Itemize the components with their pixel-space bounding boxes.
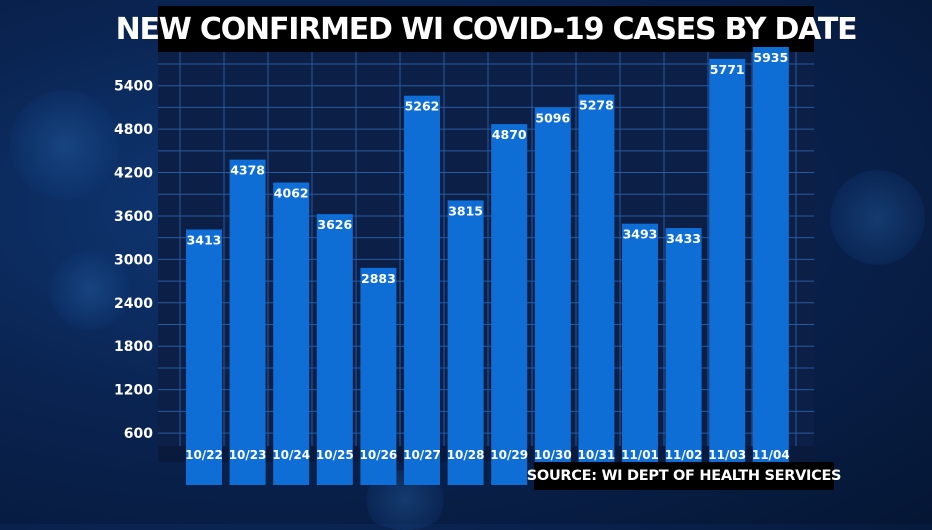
virus-decoration-left xyxy=(10,90,120,200)
bar-value-label: 2883 xyxy=(361,271,396,286)
bar xyxy=(578,94,615,486)
bar xyxy=(316,214,353,486)
bar-value-label: 5096 xyxy=(535,111,570,126)
x-tick-label: 10/31 xyxy=(578,448,616,462)
x-tick-label: 11/01 xyxy=(621,448,659,462)
bar xyxy=(186,229,222,485)
y-tick-label: 3000 xyxy=(114,252,153,268)
bar-value-label: 5935 xyxy=(753,50,788,65)
bar xyxy=(752,46,789,486)
y-tick-label: 3600 xyxy=(114,209,153,225)
bar-value-label: 4378 xyxy=(230,163,265,178)
x-tick-label: 10/23 xyxy=(229,448,267,462)
y-tick-label: 600 xyxy=(124,426,153,442)
bar-value-label: 4870 xyxy=(492,127,527,142)
x-tick-label: 11/02 xyxy=(665,448,703,462)
x-tick-label: 10/28 xyxy=(447,448,485,462)
bar xyxy=(665,228,702,486)
virus-decoration-right xyxy=(830,170,925,265)
virus-decoration-left-lower xyxy=(50,250,130,330)
bars: 3413 4378 4062 3626 2883 5262 3815 4870 5096 5278… xyxy=(186,46,789,486)
bar xyxy=(709,58,746,486)
bar-value-label: 5771 xyxy=(710,62,745,77)
bar-value-label: 3433 xyxy=(666,231,701,246)
x-tick-label: 10/26 xyxy=(360,448,398,462)
y-tick-label: 5400 xyxy=(114,79,153,95)
x-tick-label: 10/27 xyxy=(403,448,441,462)
x-tick-label: 11/03 xyxy=(708,448,746,462)
bar xyxy=(622,223,658,485)
bar-value-label: 5262 xyxy=(405,99,440,114)
bar xyxy=(229,159,266,486)
bar-value-label: 5278 xyxy=(579,98,614,113)
x-tick-label: 10/29 xyxy=(490,448,528,462)
bar-value-label: 3626 xyxy=(317,217,352,232)
bar xyxy=(404,95,440,485)
x-tick-label: 10/24 xyxy=(272,448,310,462)
bar xyxy=(360,267,397,485)
y-tick-label: 1800 xyxy=(114,339,153,355)
x-tick-label: 10/30 xyxy=(534,448,572,462)
x-tick-label: 10/22 xyxy=(185,448,223,462)
bar xyxy=(534,107,571,485)
y-tick-label: 1200 xyxy=(114,383,153,399)
bar-value-label: 3493 xyxy=(623,227,658,242)
bar-value-label: 3413 xyxy=(187,233,222,248)
x-tick-label: 11/04 xyxy=(752,448,790,462)
y-tick-label: 2400 xyxy=(114,296,153,312)
source-caption: SOURCE: WI DEPT OF HEALTH SERVICES xyxy=(527,462,842,490)
x-tick-label: 10/25 xyxy=(316,448,354,462)
x-axis-labels: 10/22 10/23 10/24 10/25 10/26 10/27 10/28 10/29… xyxy=(185,448,790,462)
y-axis-ticks: 600 1200 1800 2400 3000 3600 4200 4800 5400 xyxy=(114,79,153,442)
y-tick-label: 4800 xyxy=(114,122,153,138)
bar xyxy=(491,124,528,485)
bar xyxy=(447,200,484,485)
plot-area xyxy=(158,52,814,462)
bar xyxy=(273,182,310,485)
y-tick-label: 4200 xyxy=(114,166,153,182)
bar-value-label: 4062 xyxy=(274,186,309,201)
bar-value-label: 3815 xyxy=(448,203,483,218)
chart-title: NEW CONFIRMED WI COVID-19 CASES BY DATE xyxy=(116,6,858,52)
